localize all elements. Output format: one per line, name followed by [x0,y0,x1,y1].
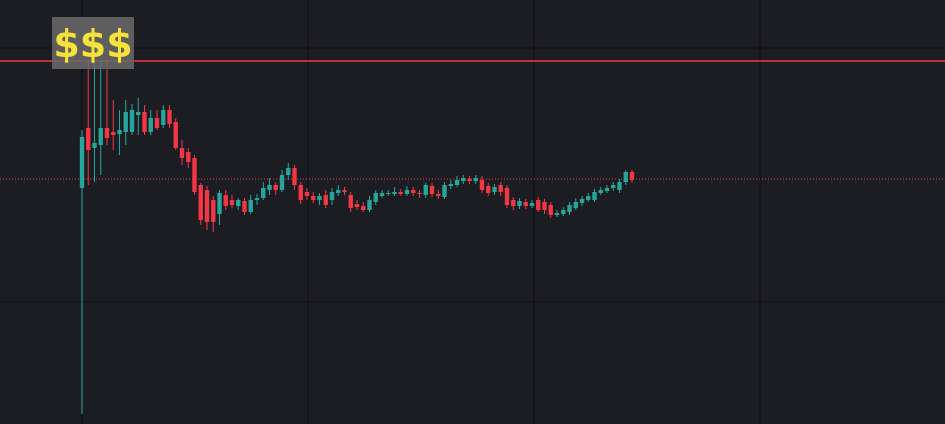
candle-body [304,192,310,196]
candle-body [598,190,603,193]
candle-body [342,190,347,192]
candle-body [586,196,591,200]
candle-body [486,186,491,193]
candle-body [254,198,260,200]
candle-body [417,193,422,194]
candle-body [198,185,203,220]
price-lines [0,60,945,180]
candle-body [442,185,447,197]
candle-body [348,195,353,208]
candle-body [517,201,522,206]
candle-body [154,118,160,128]
candle-body [479,180,485,190]
annotation-box [52,17,134,69]
candle-body [373,193,378,202]
candle-body [236,200,241,206]
candle-body [204,190,210,222]
candle-body [554,213,560,215]
candle-body [317,196,322,200]
candle-body [223,195,228,206]
candle-body [279,175,285,190]
candle-body [354,204,360,207]
candle-body [629,172,635,180]
candle-body [217,193,222,214]
candle-body [329,192,335,200]
candles [79,60,635,414]
candle-body [404,190,410,194]
candle-body [86,128,91,150]
candle-body [336,190,341,193]
candle-body [123,112,128,132]
candle-body [173,122,178,148]
candle-body [361,206,366,210]
candle-body [148,118,153,132]
candle-body [511,200,516,206]
candle-body [436,194,441,196]
candle-body [592,192,597,200]
candle-body [467,179,472,181]
candle-body [292,168,297,185]
candle-body [167,110,172,124]
candle-body [392,192,397,194]
candle-body [548,205,553,215]
candle-body [498,185,503,192]
candle-body [261,188,266,198]
candle-body [211,200,216,222]
annotation: $$$ [53,22,132,66]
candle-body [579,199,585,203]
candle-body [161,110,166,125]
candle-body [142,112,147,132]
candle-body [323,195,328,205]
candle-body [411,190,416,193]
candle-body [267,185,272,190]
candle-body [604,188,610,191]
candle-body [136,112,141,115]
candle-body [561,210,566,214]
candle-body [273,185,278,190]
candle-body [242,201,247,212]
candle-body [492,187,497,192]
candle-body [454,180,460,185]
candle-body [617,182,622,190]
candle-body [398,192,403,194]
candle-body [248,200,253,212]
candle-body [429,186,435,194]
candle-body [79,137,85,188]
candle-body [448,184,453,186]
candle-body [286,168,291,175]
candle-body [104,128,110,138]
candle-body [461,178,466,181]
candle-body [179,148,185,158]
candle-body [192,158,197,192]
candle-body [367,200,372,210]
candle-body [298,185,303,200]
candle-body [529,203,535,206]
candle-body [611,185,616,188]
candle-body [379,193,385,196]
candle-body [98,128,103,145]
candle-body [523,202,528,206]
candle-body [567,205,572,212]
candle-body [186,152,191,162]
candle-body [386,193,391,194]
candle-body [573,202,578,208]
candle-body [423,185,428,195]
candle-body [473,178,478,181]
candle-body [129,110,135,132]
candle-body [504,188,510,205]
candle-body [311,196,316,200]
candle-body [111,132,116,135]
candle-body [623,172,628,182]
candle-body [117,130,122,134]
candle-body [542,202,547,210]
candle-body [229,200,235,205]
candle-body [536,200,541,210]
candle-body [92,143,97,148]
